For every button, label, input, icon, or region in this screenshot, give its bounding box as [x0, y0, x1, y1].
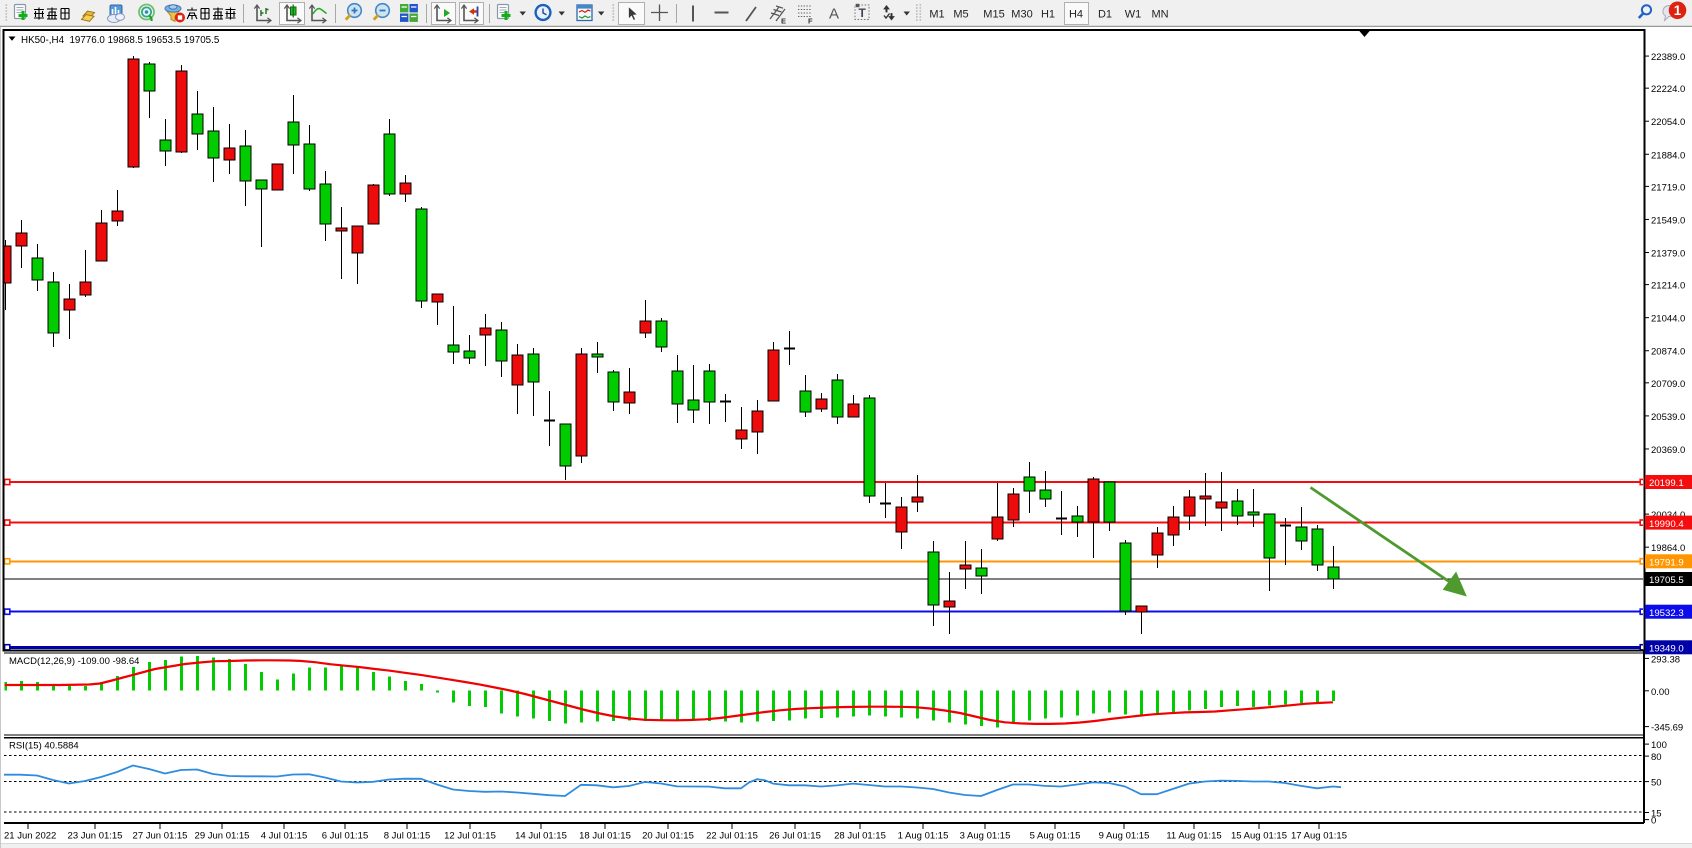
svg-text:W1: W1	[1125, 9, 1142, 21]
svg-text:18 Jul 01:15: 18 Jul 01:15	[579, 831, 631, 842]
svg-text:22 Jul 01:15: 22 Jul 01:15	[706, 831, 758, 842]
svg-text:21214.0: 21214.0	[1651, 281, 1685, 292]
svg-text:-345.69: -345.69	[1651, 723, 1683, 734]
svg-text:29 Jun 01:15: 29 Jun 01:15	[195, 831, 250, 842]
svg-text:M15: M15	[983, 9, 1004, 21]
svg-text:17 Aug 01:15: 17 Aug 01:15	[1291, 831, 1347, 842]
svg-text:26 Jul 01:15: 26 Jul 01:15	[769, 831, 821, 842]
svg-text:20199.1: 20199.1	[1649, 478, 1684, 489]
svg-text:19532.3: 19532.3	[1649, 608, 1684, 619]
svg-text:5 Aug 01:15: 5 Aug 01:15	[1030, 831, 1081, 842]
svg-text:8 Jul 01:15: 8 Jul 01:15	[384, 831, 430, 842]
svg-text:21719.0: 21719.0	[1651, 182, 1685, 193]
svg-text:50: 50	[1651, 778, 1662, 789]
svg-text:19791.9: 19791.9	[1649, 558, 1684, 569]
svg-text:28 Jul 01:15: 28 Jul 01:15	[834, 831, 886, 842]
svg-text:21884.0: 21884.0	[1651, 150, 1685, 161]
svg-text:21549.0: 21549.0	[1651, 215, 1685, 226]
svg-text:20369.0: 20369.0	[1651, 445, 1685, 456]
svg-text:20709.0: 20709.0	[1651, 379, 1685, 390]
svg-text:6 Jul 01:15: 6 Jul 01:15	[322, 831, 368, 842]
svg-text:MACD(12,26,9) -109.00 -98.64: MACD(12,26,9) -109.00 -98.64	[9, 656, 139, 667]
svg-text:23 Jun 01:15: 23 Jun 01:15	[68, 831, 123, 842]
svg-text:3 Aug 01:15: 3 Aug 01:15	[960, 831, 1011, 842]
svg-text:22224.0: 22224.0	[1651, 84, 1685, 95]
svg-text:19864.0: 19864.0	[1651, 543, 1685, 554]
svg-text:H1: H1	[1041, 9, 1055, 21]
svg-text:1 Aug 01:15: 1 Aug 01:15	[898, 831, 949, 842]
svg-text:20539.0: 20539.0	[1651, 412, 1685, 423]
svg-text:80: 80	[1651, 752, 1662, 763]
svg-text:15 Aug 01:15: 15 Aug 01:15	[1231, 831, 1287, 842]
svg-text:T: T	[859, 6, 867, 20]
svg-text:4 Jul 01:15: 4 Jul 01:15	[261, 831, 307, 842]
svg-text:M30: M30	[1011, 9, 1032, 21]
svg-text:19990.4: 19990.4	[1649, 519, 1684, 530]
svg-text:E: E	[781, 17, 786, 26]
svg-text:MN: MN	[1151, 9, 1168, 21]
svg-text:H4: H4	[1069, 9, 1083, 21]
svg-text:12 Jul 01:15: 12 Jul 01:15	[444, 831, 496, 842]
svg-text:14 Jul 01:15: 14 Jul 01:15	[515, 831, 567, 842]
svg-text:A: A	[829, 6, 839, 23]
svg-text:293.38: 293.38	[1651, 654, 1680, 665]
svg-text:0: 0	[1651, 816, 1656, 827]
svg-text:M1: M1	[929, 9, 944, 21]
svg-text:0.00: 0.00	[1651, 687, 1670, 698]
svg-text:D1: D1	[1098, 9, 1112, 21]
svg-text:15: 15	[1651, 809, 1662, 820]
svg-text:22054.0: 22054.0	[1651, 117, 1685, 128]
svg-text:21379.0: 21379.0	[1651, 249, 1685, 260]
svg-text:100: 100	[1651, 740, 1667, 751]
svg-text:19349.0: 19349.0	[1649, 644, 1684, 655]
svg-text:11 Aug 01:15: 11 Aug 01:15	[1166, 831, 1221, 842]
svg-text:M5: M5	[953, 9, 968, 21]
svg-text:21044.0: 21044.0	[1651, 314, 1685, 325]
svg-text:22389.0: 22389.0	[1651, 52, 1685, 63]
svg-text:20 Jul 01:15: 20 Jul 01:15	[642, 831, 694, 842]
svg-text:27 Jun 01:15: 27 Jun 01:15	[133, 831, 188, 842]
svg-text:20874.0: 20874.0	[1651, 347, 1685, 358]
svg-text:19705.5: 19705.5	[1649, 575, 1684, 586]
svg-text:21 Jun 2022: 21 Jun 2022	[4, 831, 56, 842]
svg-text:RSI(15) 40.5884: RSI(15) 40.5884	[9, 741, 79, 752]
svg-text:HK50-,H4 19776.0 19868.5 1965: HK50-,H4 19776.0 19868.5 19653.5 19705.5	[21, 35, 220, 46]
svg-text:1: 1	[1674, 3, 1682, 18]
svg-text:9 Aug 01:15: 9 Aug 01:15	[1099, 831, 1150, 842]
svg-text:F: F	[808, 17, 813, 26]
